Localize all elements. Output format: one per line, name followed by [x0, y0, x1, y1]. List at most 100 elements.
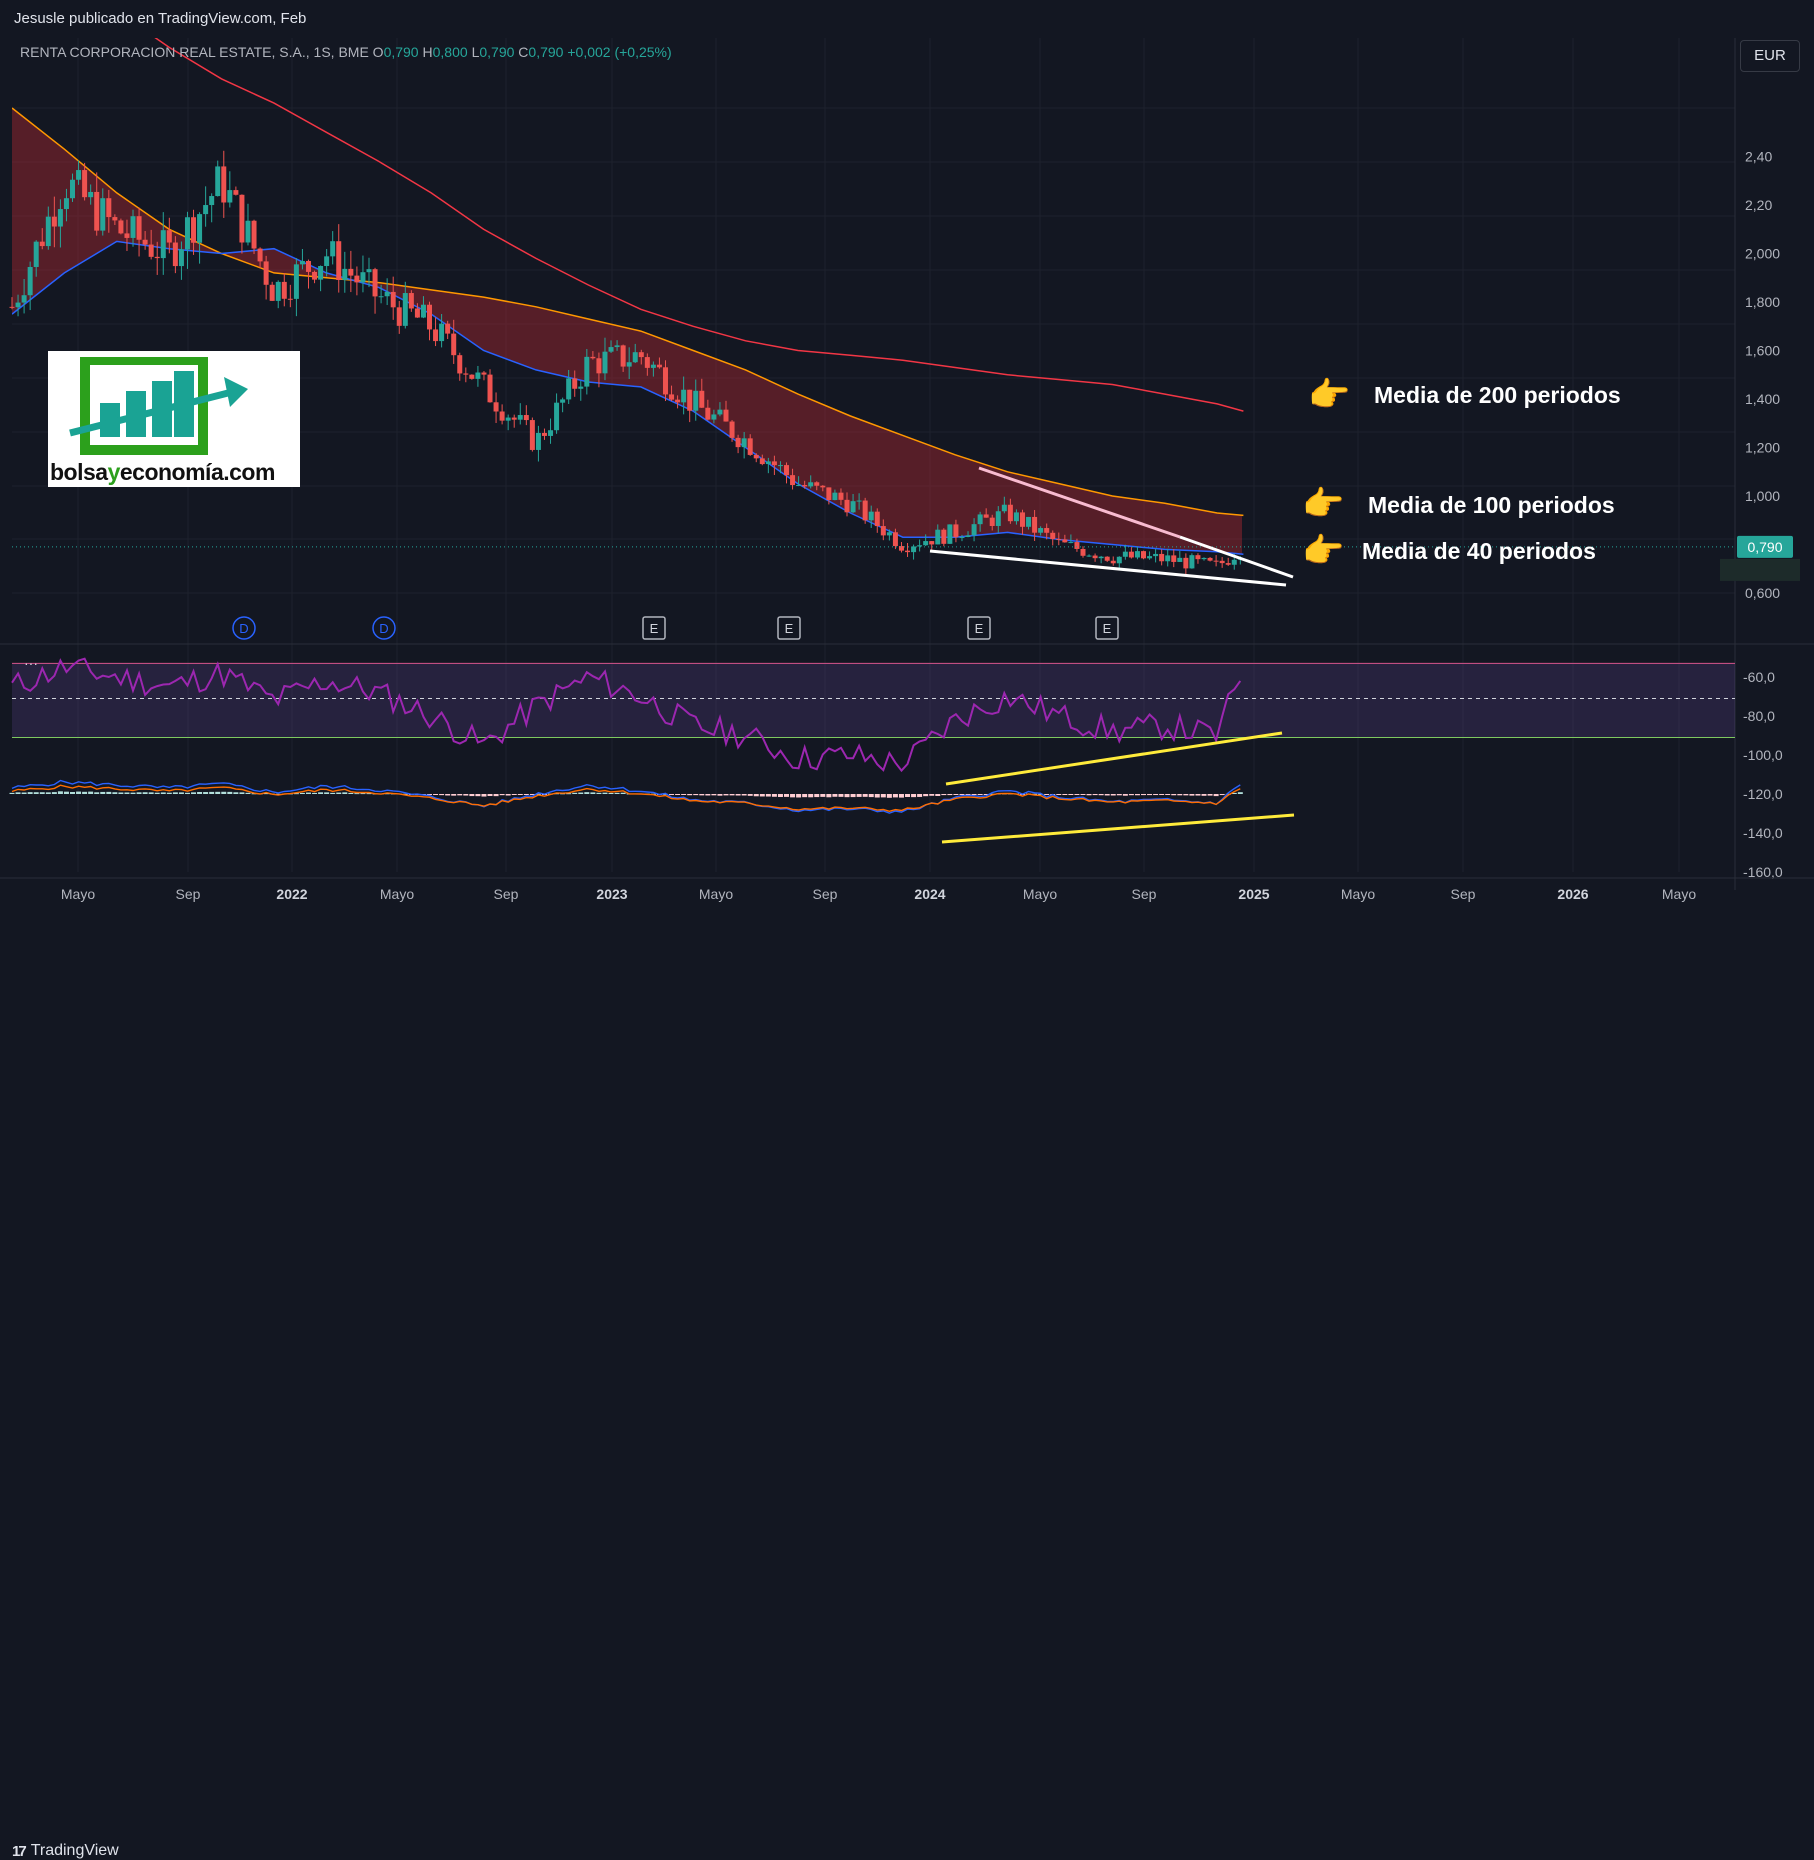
candle-body	[197, 214, 203, 243]
price-tick-label: 2,000	[1745, 246, 1780, 262]
ohlc-close-value: 0,790	[528, 44, 564, 60]
macd-histogram-bar	[1062, 794, 1068, 795]
candle-body	[33, 241, 39, 267]
event-marker-label: E	[785, 621, 794, 636]
macd-histogram-bar	[70, 791, 76, 794]
macd-histogram-bar	[39, 792, 45, 794]
macd-histogram-bar	[1110, 794, 1116, 796]
candle	[1225, 557, 1231, 566]
candle	[505, 414, 511, 431]
candle-body	[602, 351, 608, 374]
macd-histogram-bar	[1195, 794, 1201, 796]
macd-histogram-bar	[221, 791, 227, 794]
macd-histogram-bar	[1159, 794, 1165, 795]
candle	[433, 317, 439, 347]
candle-body	[1195, 555, 1201, 560]
macd-histogram-bar	[1080, 794, 1086, 795]
candle	[1159, 549, 1165, 566]
macd-histogram-bar	[856, 794, 862, 797]
macd-histogram-bar	[402, 793, 408, 795]
candle-body	[1068, 542, 1074, 544]
currency-button[interactable]: EUR	[1740, 40, 1800, 72]
macd-histogram-bar	[947, 794, 953, 796]
candle	[784, 462, 790, 484]
candle-body	[1159, 553, 1165, 562]
candle-body	[644, 357, 650, 368]
candle	[814, 481, 820, 491]
candle-body	[106, 198, 112, 218]
macd-histogram-bar	[275, 793, 281, 795]
candle-body	[469, 374, 475, 379]
candle-body	[100, 198, 106, 231]
candle	[221, 150, 227, 218]
candle-body	[705, 407, 711, 420]
candle	[408, 290, 414, 312]
macd-histogram-bar	[1207, 794, 1213, 796]
candle	[717, 402, 723, 417]
candle	[178, 241, 184, 280]
ohlc-open-label: O	[372, 44, 384, 60]
candle	[856, 493, 862, 510]
macd-histogram-bar	[457, 794, 463, 796]
ohlc-open-value: 0,790	[383, 44, 419, 60]
rsi-band	[12, 663, 1735, 738]
candle-body	[330, 241, 336, 257]
candle	[342, 251, 348, 293]
price-tick-label: 1,600	[1745, 343, 1780, 359]
candle	[269, 281, 275, 301]
candle-body	[1153, 553, 1159, 557]
candle	[402, 281, 408, 329]
candle	[251, 219, 257, 255]
candle	[602, 337, 608, 381]
candle	[197, 212, 203, 264]
candle-body	[959, 537, 965, 539]
candle	[293, 258, 299, 317]
candle	[112, 214, 118, 226]
candle-body	[154, 256, 160, 259]
candle-body	[1007, 504, 1013, 522]
rsi-tick-label: -100,0	[1743, 747, 1783, 763]
candle	[1098, 555, 1104, 564]
candle-body	[57, 209, 63, 227]
candle-body	[366, 269, 372, 273]
macd-histogram-bar	[529, 794, 535, 795]
ma-cloud-fill	[12, 108, 1242, 555]
macd-histogram-bar	[911, 794, 917, 798]
macd-histogram-bar	[620, 792, 626, 794]
macd-histogram-bar	[814, 794, 820, 798]
candle	[753, 453, 759, 463]
macd-histogram-bar	[148, 792, 154, 794]
candle	[953, 519, 959, 543]
candle-body	[1201, 557, 1207, 560]
tradingview-brand[interactable]: 17 TradingView	[12, 1842, 119, 1860]
candle	[1201, 557, 1207, 561]
candle	[209, 193, 215, 223]
candle-body	[1050, 532, 1056, 540]
price-tick-label: 2,20	[1745, 197, 1772, 213]
candle	[656, 357, 662, 369]
candle-body	[554, 402, 560, 431]
annotation-ma40: Media de 40 periodos	[1362, 538, 1596, 564]
macd-histogram-bar	[784, 794, 790, 797]
candle	[838, 488, 844, 506]
candle	[590, 351, 596, 360]
macd-histogram-bar	[1153, 794, 1159, 796]
macd-histogram-bar	[487, 794, 493, 797]
candle-body	[263, 261, 269, 285]
candle-body	[953, 524, 959, 538]
candle	[1177, 550, 1183, 562]
rsi-line	[11, 657, 1242, 773]
macd-histogram-bar	[687, 794, 693, 796]
macd-histogram-bar	[771, 794, 777, 797]
earnings-icon	[642, 616, 666, 640]
candle-body	[487, 374, 493, 403]
candle	[1213, 555, 1219, 567]
candle-body	[384, 291, 390, 297]
pointing-hand-icon: 👉	[1308, 376, 1351, 414]
candle	[1026, 516, 1032, 530]
macd-histogram-bar	[124, 792, 130, 794]
candle-body	[239, 194, 245, 243]
candle-body	[844, 499, 850, 513]
candle-body	[318, 266, 324, 280]
candle-body	[1110, 560, 1116, 564]
